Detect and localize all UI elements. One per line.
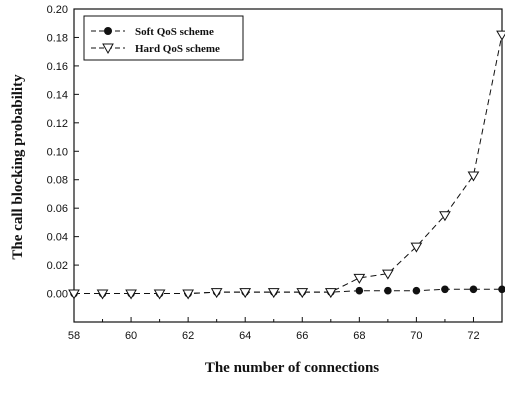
y-tick-label: 0.00 [47, 289, 68, 301]
legend-box [83, 15, 244, 61]
data-point-hard [296, 288, 309, 299]
data-point-hard [439, 211, 451, 222]
data-point-hard [410, 242, 423, 253]
legend-marker-soft [104, 27, 112, 35]
legend-label-soft: Soft QoS scheme [135, 26, 214, 38]
x-axis-ticks: 58 60 62 64 66 68 70 72 [68, 317, 503, 342]
data-point-soft [412, 286, 421, 295]
legend-marker-hard [102, 43, 114, 55]
legend-label-hard: Hard QoS scheme [135, 43, 220, 55]
y-axis-title: The call blocking probability [10, 74, 26, 260]
data-point-hard [496, 30, 505, 41]
x-tick-label: 62 [182, 330, 194, 342]
data-point-hard [96, 289, 109, 300]
x-tick-label: 64 [239, 330, 251, 342]
y-tick-label: 0.10 [47, 146, 68, 158]
y-tick-label: 0.14 [47, 89, 68, 101]
data-point-soft [469, 285, 478, 294]
data-point-soft [498, 285, 505, 294]
series-line-1 [74, 34, 503, 295]
y-axis-ticks: 0.00 0.02 0.04 0.06 0.08 0.10 0.12 0.14 0.16 0.18… [47, 4, 79, 301]
legend: Soft QoS scheme Hard QoS scheme [83, 15, 244, 61]
y-tick-label: 0.20 [47, 4, 68, 16]
data-point-hard [210, 288, 223, 299]
y-tick-label: 0.04 [47, 232, 68, 244]
x-tick-label: 60 [125, 330, 137, 342]
data-point-hard [239, 288, 252, 299]
y-tick-label: 0.08 [47, 175, 68, 187]
x-tick-label: 72 [467, 330, 479, 342]
data-point-hard [381, 269, 394, 280]
data-point-hard [267, 288, 280, 299]
data-point-hard [324, 288, 337, 299]
y-tick-label: 0.02 [47, 260, 68, 272]
x-tick-label: 58 [68, 330, 80, 342]
x-tick-label: 68 [353, 330, 365, 342]
x-axis-title: The number of connections [205, 360, 379, 376]
data-point-hard [68, 289, 80, 300]
data-point-soft [441, 285, 449, 294]
y-tick-label: 0.16 [47, 61, 68, 73]
x-tick-label: 70 [410, 330, 422, 342]
y-tick-label: 0.12 [47, 118, 68, 130]
data-point-hard [153, 289, 166, 300]
data-point-hard [353, 273, 366, 284]
data-point-soft [355, 286, 364, 295]
y-tick-label: 0.06 [47, 203, 68, 215]
y-tick-label: 0.18 [47, 32, 68, 44]
plot-frame [73, 8, 503, 323]
series-line-0 [74, 288, 502, 295]
data-point-soft [384, 286, 392, 295]
data-point-hard [182, 289, 195, 300]
x-tick-label: 66 [296, 330, 308, 342]
data-point-hard [467, 171, 480, 182]
data-point-hard [125, 289, 137, 300]
series-layer [68, 30, 505, 300]
